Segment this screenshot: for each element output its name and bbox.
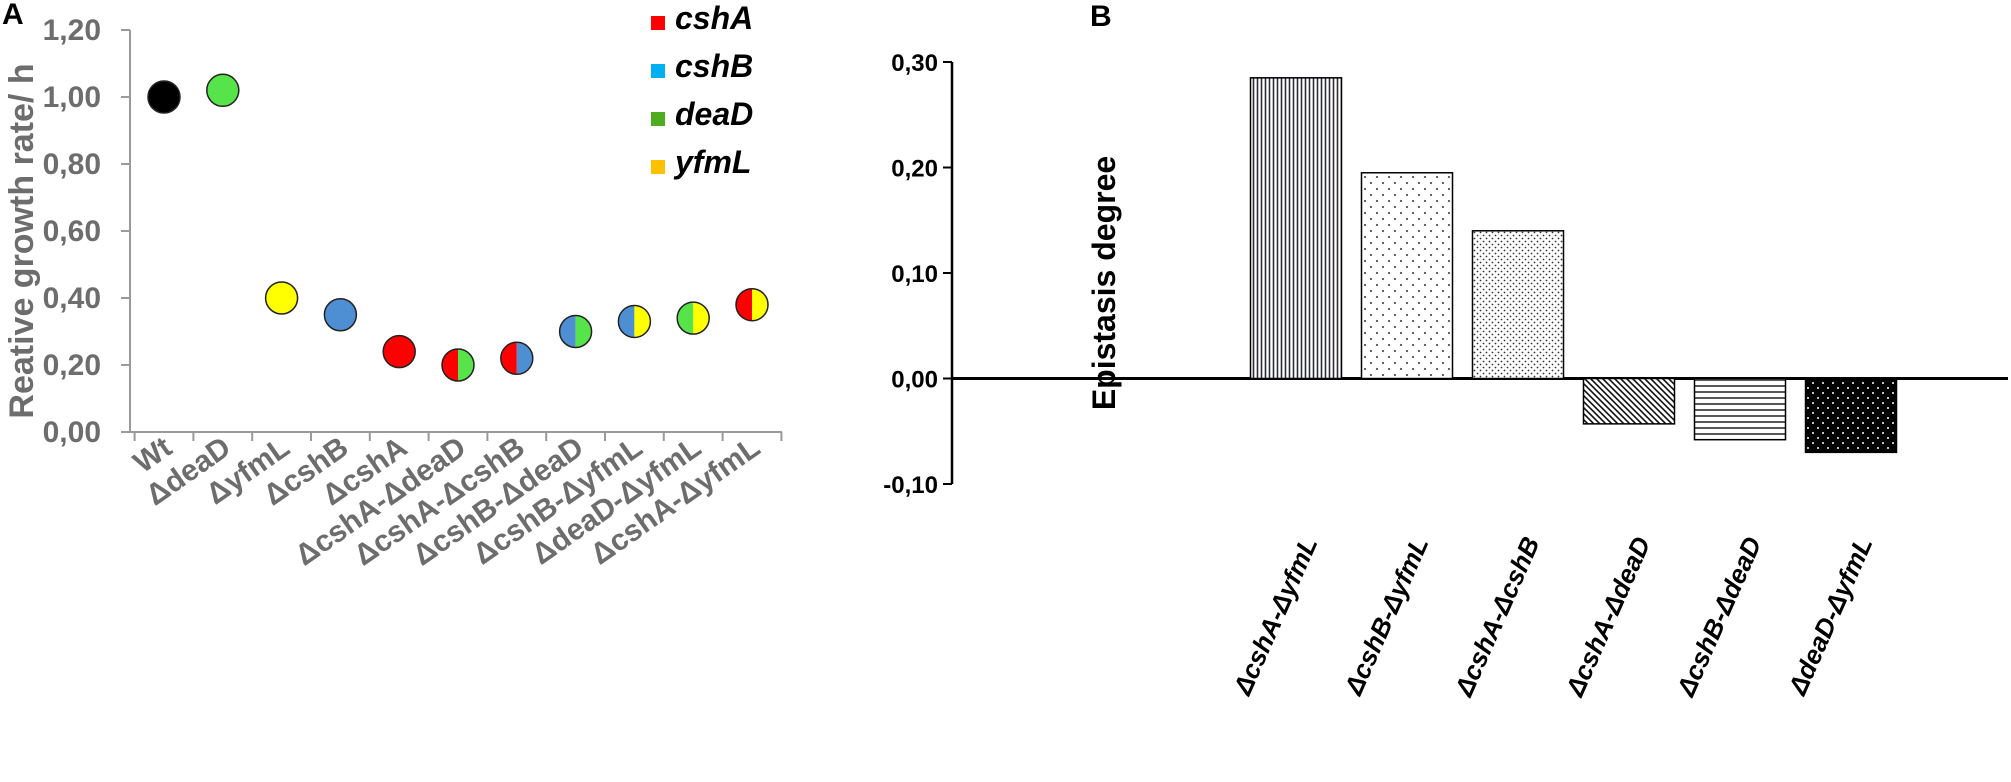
point-fill [148, 81, 180, 113]
x-tick-label: ΔcshA-ΔyfmL [1227, 532, 1324, 700]
point-outline [676, 301, 710, 335]
y-tick-label: 0,60 [43, 215, 101, 248]
chart-b: -0,10 0,00 0,10 0,20 0,30 Epistasis degree Δcs… [883, 50, 2008, 701]
y-tick-label: 0,30 [891, 50, 938, 77]
point-right-half [634, 305, 651, 338]
data-point [558, 314, 593, 349]
y-tick-label: 0,20 [891, 156, 938, 183]
data-point [500, 341, 534, 376]
legend-item-deaD: deaD [651, 96, 753, 132]
point-fill [324, 298, 357, 331]
y-tick-label: 0,10 [891, 261, 938, 288]
point-left-half [618, 305, 635, 338]
legend-item-yfmL: yfmL [651, 144, 751, 180]
point-outline [558, 314, 593, 349]
data-point [264, 281, 299, 315]
point-outline [323, 298, 358, 332]
point-fill [265, 282, 298, 314]
x-tick-label: ΔdeaD-ΔyfmL [1782, 532, 1879, 700]
data-point [441, 348, 475, 382]
bar-ΔcshA-ΔyfmL [1249, 77, 1343, 380]
legend-swatch [651, 16, 665, 30]
point-outline [147, 80, 181, 114]
data-point [382, 334, 416, 369]
point-left-half [559, 315, 576, 348]
y-axis-label: Epistasis degree [1086, 156, 1122, 410]
panel-b-label: B [1090, 0, 1112, 33]
point-outline [382, 334, 416, 369]
y-tick-label: -0,10 [883, 472, 938, 499]
x-tick-label: ΔcshA-ΔdeaD [1559, 532, 1656, 701]
point-fill [206, 74, 239, 107]
y-tick-label: 0,40 [43, 282, 101, 315]
point-outline [206, 73, 240, 108]
point-left-half [736, 288, 752, 321]
point-left-half [677, 302, 694, 335]
legend-label: deaD [675, 96, 753, 132]
panel-a-label: A [2, 0, 24, 31]
point-outline [500, 341, 534, 376]
point-right-half [458, 349, 474, 381]
point-fill [383, 335, 416, 368]
data-point [676, 301, 710, 335]
y-tick-label: 0,00 [891, 367, 938, 394]
x-tick-label: ΔcshB-ΔyfmL [1338, 532, 1435, 700]
bar-ΔcshB-ΔdeaD [1693, 377, 1787, 441]
x-tick-label: ΔcshB-ΔdeaD [1670, 532, 1767, 701]
point-right-half [693, 302, 710, 335]
y-tick-label: 0,80 [43, 148, 101, 181]
legend-label: cshA [675, 0, 753, 36]
data-point [147, 80, 181, 114]
point-right-half [752, 288, 768, 321]
point-right-half [575, 315, 592, 348]
legend-label: yfmL [673, 144, 751, 180]
x-tick-label: ΔcshA-ΔcshB [1448, 532, 1545, 701]
chart-a: 0,000,200,400,600,801,001,20WtΔdeaDΔyfmL… [3, 0, 783, 572]
point-left-half [442, 349, 458, 381]
bar-ΔdeaD-ΔyfmL [1804, 377, 1898, 454]
point-outline [441, 348, 475, 382]
point-outline [264, 281, 299, 315]
legend-swatch [651, 64, 665, 78]
legend-item-cshB: cshB [651, 48, 753, 84]
legend-swatch [651, 160, 665, 174]
point-left-half [500, 342, 517, 375]
y-tick-label: 1,00 [43, 81, 101, 114]
y-tick-label: 0,00 [43, 416, 101, 449]
data-point [735, 287, 769, 322]
legend-label: cshB [675, 48, 753, 84]
bar-ΔcshA-ΔcshB [1471, 230, 1565, 380]
y-tick-label: 0,20 [43, 349, 101, 382]
y-axis-label: Reative growth rate/ h [3, 63, 41, 418]
legend-swatch [651, 112, 665, 126]
point-right-half [516, 342, 533, 375]
point-outline [735, 287, 769, 322]
bar-ΔcshA-ΔdeaD [1582, 377, 1676, 425]
y-tick-label: 1,20 [43, 14, 101, 47]
legend-item-cshA: cshA [651, 0, 753, 36]
point-outline [617, 304, 652, 339]
bar-ΔcshB-ΔyfmL [1360, 172, 1454, 380]
data-point [206, 73, 240, 108]
data-point [323, 298, 358, 332]
data-point [617, 304, 652, 339]
